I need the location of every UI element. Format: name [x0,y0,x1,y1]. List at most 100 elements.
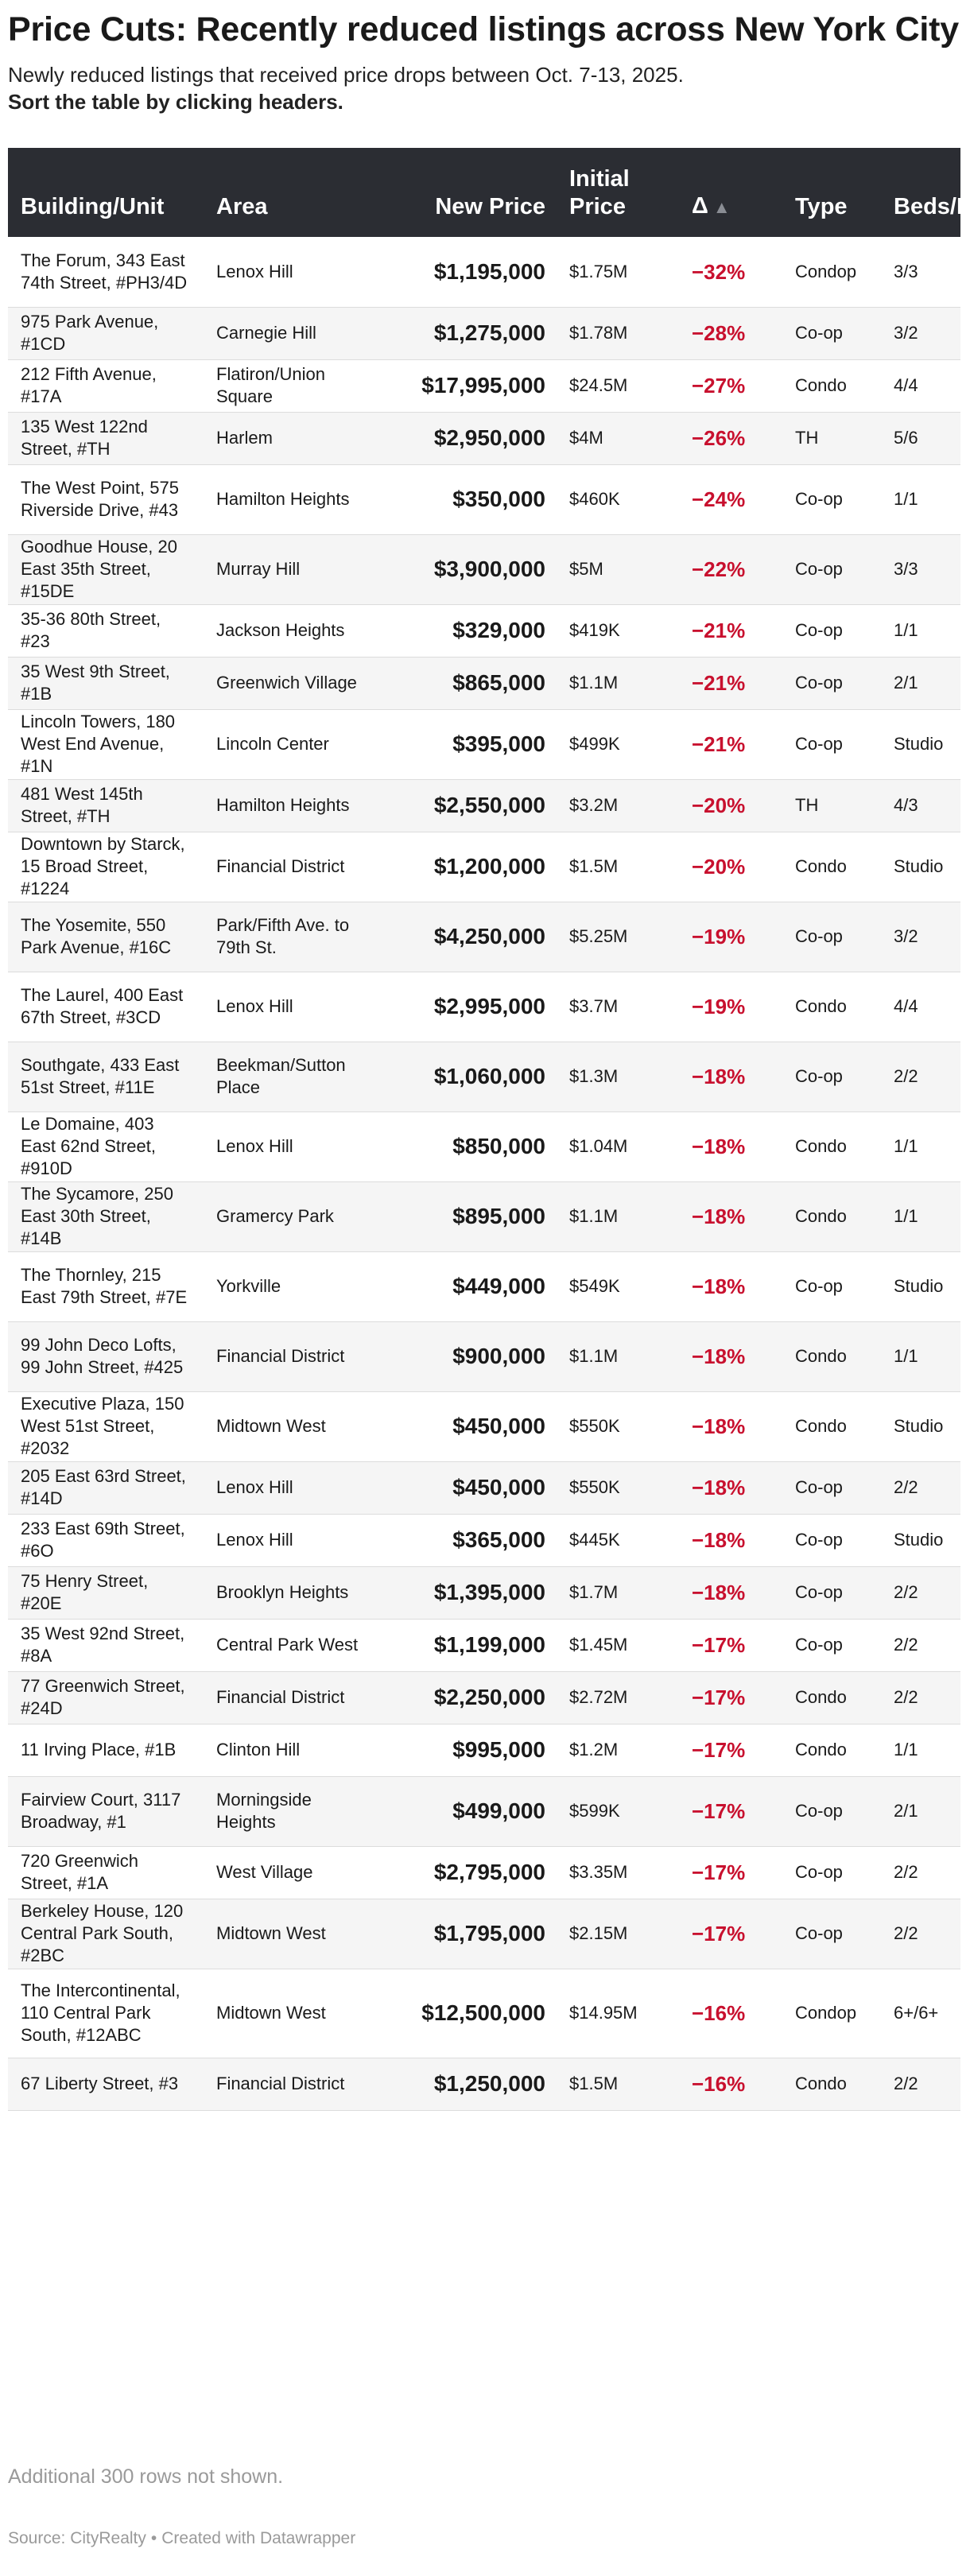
sort-ascending-icon: ▲ [712,197,731,217]
cell-delta: −21% [679,604,782,658]
table-row: The Forum, 343 East 74th Street, #PH3/4D… [8,237,960,308]
cell-new-price: $12,500,000 [386,1969,557,2058]
cell-new-price: $1,199,000 [386,1619,557,1672]
table-row: The Intercontinental, 110 Central Park S… [8,1969,960,2058]
cell-building: Le Domaine, 403 East 62nd Street, #910D [8,1111,204,1182]
table-row: Executive Plaza, 150 West 51st Street, #… [8,1391,960,1462]
cell-building: 481 West 145th Street, #TH [8,779,204,832]
cell-delta: −28% [679,307,782,360]
cell-new-price: $865,000 [386,657,557,710]
cell-initial-price: $460K [557,464,679,535]
cell-beds-baths: Studio [881,1391,960,1462]
cell-building: Fairview Court, 3117 Broadway, #1 [8,1776,204,1847]
cell-delta: −18% [679,1391,782,1462]
cell-area: Morningside Heights [204,1776,386,1847]
cell-beds-baths: 5/6 [881,412,960,465]
cell-new-price: $2,995,000 [386,972,557,1042]
table-row: 212 Fifth Avenue, #17A Flatiron/Union Squ… [8,359,960,413]
cell-initial-price: $1.04M [557,1111,679,1182]
cell-new-price: $329,000 [386,604,557,658]
cell-beds-baths: 2/2 [881,1042,960,1112]
cell-initial-price: $1.1M [557,657,679,710]
cell-initial-price: $5.25M [557,902,679,972]
page-subtitle: Newly reduced listings that received pri… [8,63,684,87]
cell-delta: −32% [679,237,782,308]
cell-building: 720 Greenwich Street, #1A [8,1846,204,1899]
cell-delta: −18% [679,1321,782,1392]
cell-initial-price: $550K [557,1461,679,1515]
cell-new-price: $850,000 [386,1111,557,1182]
cell-new-price: $17,995,000 [386,359,557,413]
cell-new-price: $449,000 [386,1251,557,1322]
cell-area: Clinton Hill [204,1724,386,1777]
cell-area: Flatiron/Union Square [204,359,386,413]
price-cuts-table: Building/Unit Area New Price Initial Pri… [8,148,960,2111]
cell-initial-price: $3.2M [557,779,679,832]
cell-beds-baths: 2/2 [881,2058,960,2111]
table-row: The West Point, 575 Riverside Drive, #43… [8,464,960,535]
cell-building: The West Point, 575 Riverside Drive, #43 [8,464,204,535]
cell-building: 35 West 92nd Street, #8A [8,1619,204,1672]
header-initial-price[interactable]: Initial Price [569,166,630,219]
table-row: 35 West 9th Street, #1B Greenwich Village… [8,657,960,710]
cell-type: Co-op [782,1566,881,1620]
cell-beds-baths: 2/1 [881,657,960,710]
cell-new-price: $2,795,000 [386,1846,557,1899]
cell-delta: −19% [679,902,782,972]
cell-area: Hamilton Heights [204,464,386,535]
header-delta[interactable]: Δ ▲ [679,148,782,237]
header-area[interactable]: Area [216,194,268,219]
table-row: Downtown by Starck, 15 Broad Street, #12… [8,832,960,902]
header-beds-baths[interactable]: Beds/Baths [894,194,960,219]
cell-beds-baths: 3/3 [881,534,960,605]
cell-initial-price: $14.95M [557,1969,679,2058]
cell-new-price: $1,195,000 [386,237,557,308]
header-delta-label: Δ [692,193,708,219]
cell-new-price: $1,275,000 [386,307,557,360]
header-type[interactable]: Type [795,194,848,219]
cell-type: Condop [782,237,881,308]
cell-beds-baths: 3/2 [881,307,960,360]
cell-building: 67 Liberty Street, #3 [8,2058,204,2111]
table-row: Le Domaine, 403 East 62nd Street, #910D L… [8,1111,960,1182]
cell-building: 77 Greenwich Street, #24D [8,1671,204,1724]
cell-area: West Village [204,1846,386,1899]
cell-new-price: $2,550,000 [386,779,557,832]
table-row: 975 Park Avenue, #1CD Carnegie Hill $1,275… [8,307,960,360]
cell-area: Financial District [204,2058,386,2111]
cell-area: Park/Fifth Ave. to 79th St. [204,902,386,972]
cell-delta: −17% [679,1776,782,1847]
table-row: 35-36 80th Street, #23 Jackson Heights $32… [8,604,960,658]
table-container[interactable]: Building/Unit Area New Price Initial Pri… [8,148,960,2473]
table-row: 35 West 92nd Street, #8A Central Park Wes… [8,1619,960,1672]
cell-beds-baths: 2/2 [881,1566,960,1620]
table-row: 481 West 145th Street, #TH Hamilton Heigh… [8,779,960,832]
cell-initial-price: $419K [557,604,679,658]
cell-area: Central Park West [204,1619,386,1672]
cell-area: Midtown West [204,1969,386,2058]
table-row: 75 Henry Street, #20E Brooklyn Heights $1,… [8,1566,960,1620]
cell-initial-price: $2.72M [557,1671,679,1724]
header-new-price[interactable]: New Price [435,194,545,219]
cell-building: 35-36 80th Street, #23 [8,604,204,658]
cell-beds-baths: 3/2 [881,902,960,972]
cell-type: Co-op [782,1776,881,1847]
header-building[interactable]: Building/Unit [21,194,165,219]
credit-link[interactable]: Created with Datawrapper [161,2529,356,2547]
cell-building: The Intercontinental, 110 Central Park S… [8,1969,204,2058]
cell-new-price: $1,200,000 [386,832,557,902]
cell-type: Co-op [782,1042,881,1112]
table-row: 233 East 69th Street, #6O Lenox Hill $365,… [8,1514,960,1567]
cell-new-price: $1,060,000 [386,1042,557,1112]
cell-delta: −18% [679,1111,782,1182]
cell-initial-price: $445K [557,1514,679,1567]
cell-building: Goodhue House, 20 East 35th Street, #15D… [8,534,204,605]
cell-new-price: $2,950,000 [386,412,557,465]
cell-building: 212 Fifth Avenue, #17A [8,359,204,413]
table-row: 205 East 63rd Street, #14D Lenox Hill $450… [8,1461,960,1515]
cell-beds-baths: 1/1 [881,604,960,658]
cell-initial-price: $2.15M [557,1899,679,1969]
cell-initial-price: $1.2M [557,1724,679,1777]
cell-delta: −16% [679,2058,782,2111]
table-row: The Sycamore, 250 East 30th Street, #14B… [8,1181,960,1252]
